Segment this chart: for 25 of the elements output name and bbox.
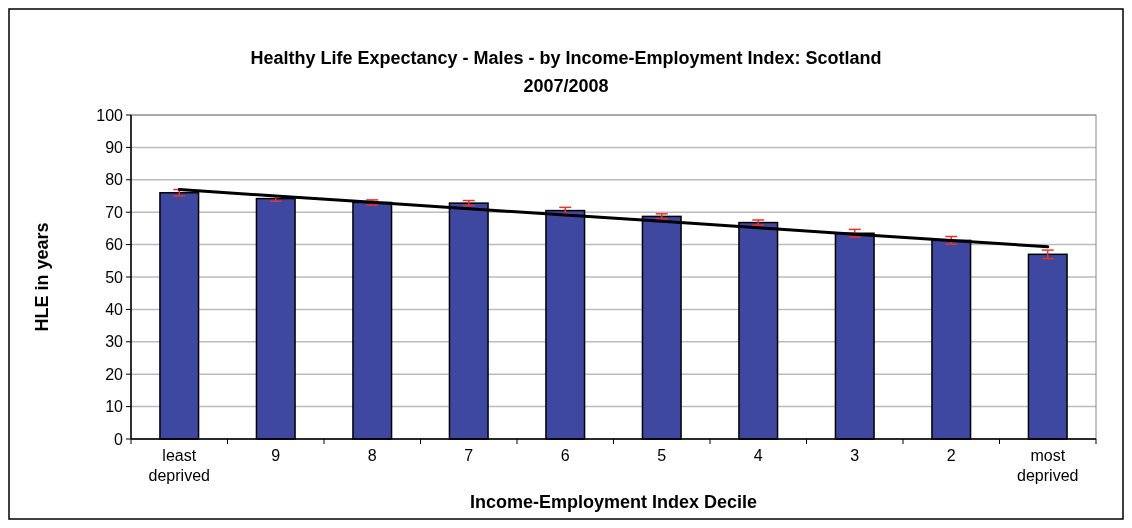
y-tick-label: 50: [105, 268, 124, 286]
x-tick-label: 3: [850, 447, 860, 464]
x-axis-title: Income-Employment Index Decile: [469, 492, 758, 512]
chart-subtitle: 2007/2008: [523, 76, 609, 96]
y-tick-label: 0: [114, 430, 124, 448]
chart-title: Healthy Life Expectancy - Males - by Income-Employment Index: Scotland: [250, 48, 882, 68]
y-tick-label: 10: [105, 398, 124, 416]
x-tick-label: 7: [464, 447, 474, 464]
y-tick-label: 60: [105, 236, 124, 254]
y-tick-label: 70: [105, 203, 124, 221]
y-axis-title: HLE in years: [32, 222, 52, 332]
y-tick-label: 100: [96, 106, 124, 124]
x-tick-label: 8: [367, 447, 377, 464]
y-tick-label: 90: [105, 139, 124, 156]
y-tick-label: 80: [105, 171, 124, 189]
x-tick-label: most deprived: [1017, 447, 1079, 484]
x-tick-label: 6: [560, 447, 570, 464]
x-tick-label: 2: [946, 447, 956, 464]
x-tick-label: 4: [753, 447, 763, 464]
y-tick-label: 20: [105, 365, 124, 383]
x-tick-label: 9: [271, 447, 281, 464]
x-tick-label: 5: [657, 447, 667, 464]
y-tick-label: 40: [105, 301, 124, 318]
x-tick-label: least deprived: [148, 447, 210, 484]
y-tick-label: 30: [105, 333, 124, 351]
